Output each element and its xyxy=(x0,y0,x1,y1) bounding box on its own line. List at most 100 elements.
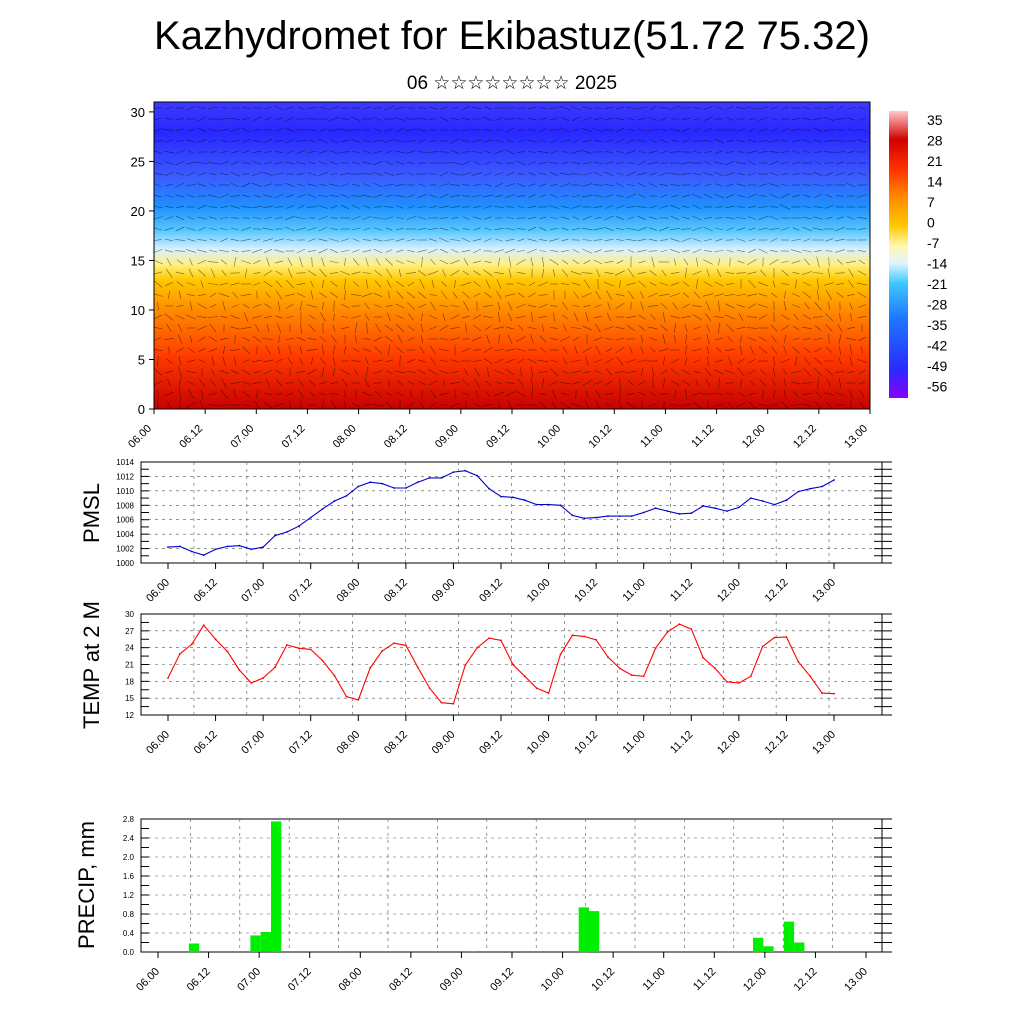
wind-vector xyxy=(418,183,426,187)
wind-vector xyxy=(651,256,655,268)
wind-vector xyxy=(630,302,632,310)
wind-vector xyxy=(626,193,636,199)
wind-vector xyxy=(462,315,470,319)
wind-vector xyxy=(517,139,525,143)
wind-vector xyxy=(702,259,714,265)
wind-vector xyxy=(352,402,360,408)
wind-vector xyxy=(659,239,669,241)
wind-vector xyxy=(704,250,712,252)
wind-vector xyxy=(307,338,317,340)
wind-vector xyxy=(838,334,842,344)
wind-vector xyxy=(352,347,360,353)
wind-vector xyxy=(802,249,812,253)
wind-vector xyxy=(746,327,758,329)
wind-vector xyxy=(188,268,194,278)
wind-vector xyxy=(417,249,427,253)
wind-vector xyxy=(857,139,867,143)
wind-vector xyxy=(792,150,800,154)
wind-vector xyxy=(168,346,170,354)
wind-vector xyxy=(626,282,636,286)
wind-vector xyxy=(857,270,867,276)
wind-vector xyxy=(770,117,778,121)
wind-vector xyxy=(318,107,328,109)
x-tick-label: 12.00 xyxy=(741,966,769,994)
wind-vector xyxy=(416,150,428,154)
wind-vector xyxy=(626,402,636,408)
colorbar-label: -49 xyxy=(927,358,947,374)
wind-vector xyxy=(549,238,559,242)
wind-vector xyxy=(352,151,360,153)
wind-vector xyxy=(330,173,338,175)
wind-vector xyxy=(802,393,812,395)
wind-vector xyxy=(175,160,185,166)
wind-vector xyxy=(571,227,581,231)
wind-vector xyxy=(277,301,281,311)
wind-vector xyxy=(660,129,668,131)
wind-vector xyxy=(857,304,867,308)
wind-vector xyxy=(296,172,306,176)
wind-vector xyxy=(185,105,197,111)
wind-vector xyxy=(582,239,592,241)
wind-vector xyxy=(726,249,734,253)
wind-vector xyxy=(251,116,263,122)
wind-vector xyxy=(505,127,515,133)
wind-vector xyxy=(154,183,162,187)
wind-vector xyxy=(516,271,526,275)
wind-vector xyxy=(397,334,403,344)
wind-vector xyxy=(308,379,316,387)
wind-vector xyxy=(208,249,218,253)
wind-vector xyxy=(198,172,206,176)
wind-vector xyxy=(197,139,207,143)
wind-vector xyxy=(219,337,229,341)
wind-vector xyxy=(320,312,326,322)
wind-vector xyxy=(229,349,241,351)
wind-vector xyxy=(802,281,812,287)
wind-vector xyxy=(714,404,724,406)
wind-vector xyxy=(362,239,372,241)
wind-vector xyxy=(740,345,742,355)
wind-vector xyxy=(395,324,405,332)
wind-vector xyxy=(506,139,514,143)
wind-vector xyxy=(747,172,757,176)
wind-vector xyxy=(647,161,659,165)
wind-vector xyxy=(616,150,624,154)
wind-vector xyxy=(627,268,635,278)
wind-vector xyxy=(539,239,547,241)
wind-vector xyxy=(671,194,679,198)
wind-vector xyxy=(450,402,460,408)
wind-vector xyxy=(736,183,746,187)
wind-vector xyxy=(662,378,666,388)
wind-vector xyxy=(560,249,570,253)
y-tick-label: 1012 xyxy=(116,472,134,481)
wind-vector xyxy=(332,324,336,332)
wind-vector xyxy=(848,389,854,399)
wind-vector xyxy=(462,184,470,186)
wind-vector xyxy=(328,116,340,122)
wind-vector xyxy=(361,194,373,198)
wind-vector xyxy=(296,150,306,154)
wind-vector xyxy=(187,129,195,131)
wind-vector xyxy=(662,333,666,345)
wind-vector xyxy=(344,257,346,267)
wind-vector xyxy=(659,348,669,352)
wind-vector xyxy=(431,279,435,289)
wind-vector xyxy=(221,378,227,388)
wind-vector xyxy=(670,238,680,242)
wind-vector xyxy=(593,195,603,197)
wind-vector xyxy=(408,313,414,321)
wind-vector xyxy=(637,118,647,120)
wind-vector xyxy=(804,302,810,310)
wind-vector xyxy=(747,316,757,318)
wind-vector xyxy=(176,140,184,142)
wind-vector xyxy=(738,312,744,322)
wind-vector xyxy=(343,400,347,409)
wind-vector xyxy=(321,257,325,267)
wind-vector xyxy=(781,139,789,143)
wind-vector xyxy=(627,184,635,186)
x-tick-label: 08.00 xyxy=(334,577,362,605)
wind-vector xyxy=(318,238,328,242)
wind-vector xyxy=(473,183,481,187)
wind-vector xyxy=(263,249,273,253)
wind-vector xyxy=(306,206,318,208)
